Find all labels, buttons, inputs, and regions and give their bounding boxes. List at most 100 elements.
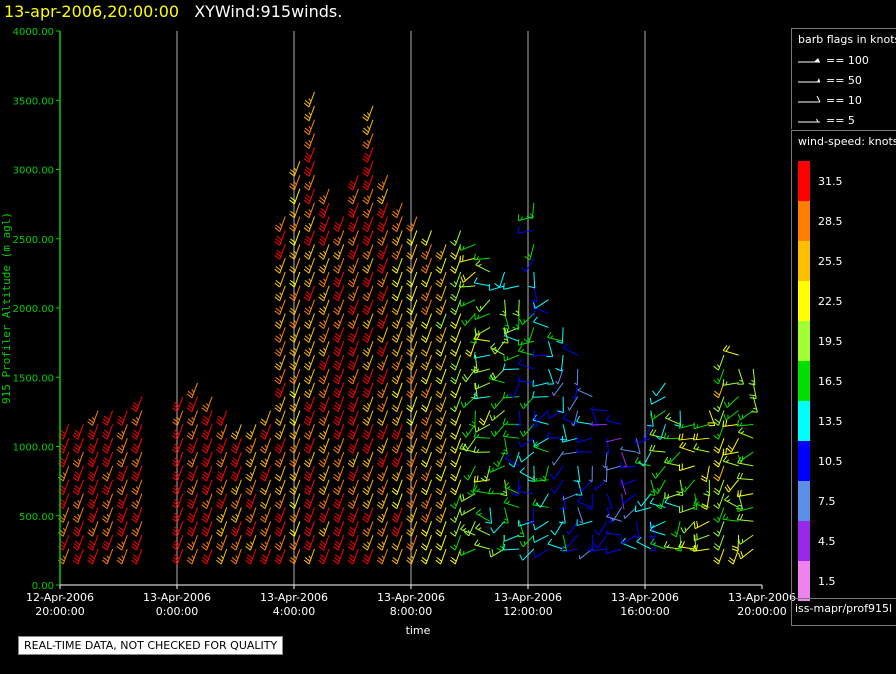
wind-barb [318,313,330,329]
wind-barb [245,451,257,468]
wind-barb [459,507,476,516]
wind-barb [420,230,432,246]
wind-barb [652,382,666,397]
wind-barb [532,380,549,387]
speed-swatch [798,401,810,441]
wind-barb [303,105,315,122]
wind-barb [634,456,651,467]
wind-barb [460,396,476,408]
wind-barb [362,174,374,191]
speed-swatch [798,521,810,561]
wind-barb [362,188,374,205]
wind-barb [376,479,389,496]
wind-barb [503,497,520,508]
wind-barb [362,133,374,149]
wind-barb [318,285,330,302]
wind-barb [303,410,315,426]
wind-barb [590,544,608,552]
wind-barb [318,202,330,219]
wind-barb [420,521,432,537]
wind-barb [461,368,476,383]
speed-swatch-label: 19.5 [818,335,843,348]
wind-barb [491,340,506,355]
wind-barb [116,465,128,482]
wind-barb [131,396,143,413]
wind-barb [87,410,99,426]
wind-barb [362,493,374,510]
wind-barb [347,354,359,371]
wind-barb [406,285,418,302]
wind-barb [303,438,315,454]
wind-barb [406,548,418,565]
wind-barb [186,521,198,537]
wind-barb [131,451,143,468]
wind-barb [230,534,242,551]
wind-barb [632,521,640,538]
wind-barb [72,424,84,440]
wind-barb [332,479,345,496]
wind-barb [532,391,549,398]
wind-barb [289,230,301,246]
wind-barb [713,465,725,482]
wind-barb [362,424,374,440]
wind-barb [420,493,432,510]
wind-barb [678,463,695,472]
wind-barb [186,548,198,565]
wind-barb [550,521,564,536]
speed-swatch-label: 10.5 [818,455,843,468]
wind-barb [680,520,696,534]
wind-barb [406,327,418,343]
wind-barb [376,396,389,413]
wind-barb [517,485,534,495]
wind-barb [101,438,114,454]
wind-barb [318,396,330,413]
speed-swatch-label: 16.5 [818,375,843,388]
wind-barb [636,536,652,550]
wind-barb [449,354,462,371]
wind-barb [449,313,462,329]
wind-barb [524,244,535,261]
wind-barb [376,174,389,191]
wind-barb [449,451,462,468]
wind-barb [72,548,84,565]
wind-barb [332,465,345,482]
wind-barb [347,507,359,523]
wind-barb [567,396,579,411]
wind-barb [362,299,374,316]
wind-barb [274,424,286,440]
wind-barb [72,465,84,482]
wind-barb [391,521,403,537]
wind-barb [332,299,345,316]
wind-barb [303,119,315,136]
wind-barb [289,161,301,177]
wind-barb [501,507,509,524]
wind-barb [577,507,584,524]
wind-barb [172,479,184,496]
wind-barb [230,479,242,496]
wind-barb [303,507,315,523]
wind-barb [391,299,403,316]
wind-barb [571,410,579,427]
wind-barb [557,396,564,414]
wind-barb [201,548,213,565]
wind-barb [391,451,403,468]
wind-barb [532,299,549,309]
wind-barb [555,355,564,372]
wind-barb [332,548,345,565]
wind-barb [332,313,345,329]
wind-barb [605,547,622,554]
wind-barb [245,548,257,565]
wind-barb [58,493,70,510]
wind-barb [722,379,739,386]
wind-barb [274,521,286,537]
wind-barb [289,368,301,385]
wind-barb [406,465,418,482]
wind-barb [562,413,578,425]
wind-barb [245,534,257,551]
wind-barbs [58,91,758,565]
wind-barb [533,304,549,314]
wind-barb [362,410,374,426]
wind-barb [362,341,374,357]
wind-barb [376,341,389,357]
